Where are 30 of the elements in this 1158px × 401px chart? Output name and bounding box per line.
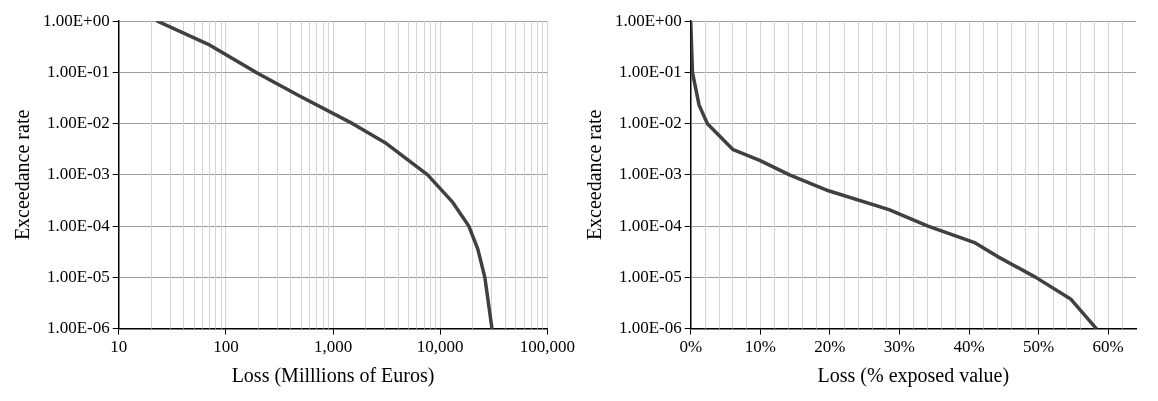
- x-tick-label: 1,000: [313, 337, 353, 357]
- x-tick-label: 10: [110, 337, 128, 357]
- y-tick-label: 1.00E-02: [46, 113, 110, 133]
- y-tick-label: 1.00E-06: [618, 318, 682, 338]
- y-tick-label: 1.00E-06: [46, 318, 110, 338]
- x-tick-label: 0%: [679, 337, 703, 357]
- x-tick-label: 10%: [744, 337, 776, 357]
- x-tick-label: 10,000: [416, 337, 464, 357]
- x-tick-label: 30%: [883, 337, 916, 357]
- x-axis-title: Loss (% exposed value): [817, 364, 1010, 388]
- x-tick-label: 100: [213, 337, 239, 357]
- y-tick-label: 1.00E-01: [618, 61, 682, 81]
- x-axis-title: Loss (Milllions of Euros): [231, 364, 435, 388]
- x-tick-label: 20%: [814, 337, 846, 357]
- y-tick-label: 1.00E+00: [614, 10, 682, 30]
- y-tick-label: 1.00E-05: [46, 266, 110, 286]
- y-tick-label: 1.00E-03: [46, 164, 110, 184]
- y-tick-label: 1.00E-04: [46, 215, 111, 235]
- y-tick-label: 1.00E+00: [42, 10, 110, 30]
- x-tick-label: 60%: [1092, 337, 1124, 357]
- x-tick-label: 100,000: [519, 337, 575, 357]
- y-axis-title: Exceedance rate: [11, 109, 34, 241]
- x-tick-label: 50%: [1023, 337, 1055, 357]
- y-tick-label: 1.00E-05: [618, 266, 682, 286]
- y-tick-label: 1.00E-02: [618, 113, 682, 133]
- y-tick-label: 1.00E-01: [46, 61, 110, 81]
- x-tick-label: 40%: [953, 337, 985, 357]
- y-tick-label: 1.00E-03: [618, 164, 682, 184]
- y-axis-title: Exceedance rate: [583, 109, 606, 241]
- y-tick-label: 1.00E-04: [618, 215, 683, 235]
